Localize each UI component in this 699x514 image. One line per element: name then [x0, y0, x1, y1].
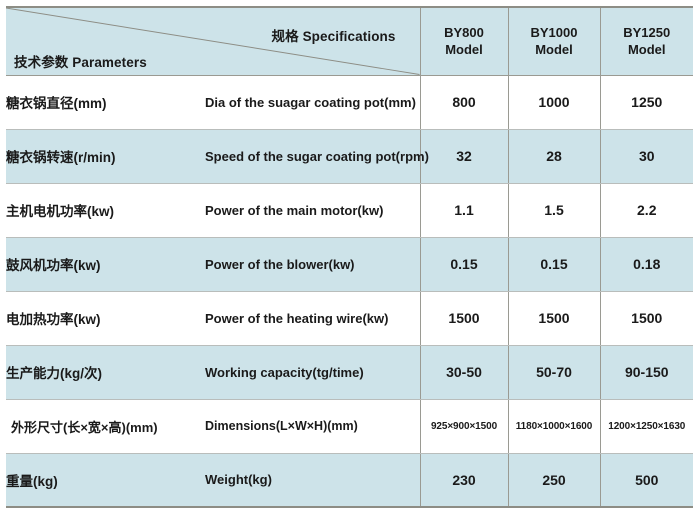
cell-by1250: 90-150 — [599, 345, 693, 400]
cell-by1000: 50-70 — [507, 345, 600, 400]
table-header-row: 规格 Specifications 技术参数 Parameters BY800 … — [6, 6, 693, 76]
cell-by800: 30-50 — [419, 345, 508, 400]
cell-by800: 1.1 — [419, 183, 508, 238]
table-row: 糖衣锅直径(mm) Dia of the suagar coating pot(… — [6, 75, 693, 130]
row-label-cn: 鼓风机功率(kw) — [6, 237, 205, 292]
model-suffix: Model — [535, 42, 573, 58]
row-label-en: Power of the main motor(kw) — [205, 183, 420, 238]
cell-by800: 925×900×1500 — [419, 399, 508, 454]
cell-by1000: 1.5 — [507, 183, 600, 238]
row-label-cn: 外形尺寸(长×宽×高)(mm) — [6, 399, 205, 454]
row-label-cn: 糖衣锅转速(r/min) — [6, 129, 205, 184]
row-label-cn: 主机电机功率(kw) — [6, 183, 205, 238]
model-name: BY800 — [444, 25, 484, 41]
table-row: 外形尺寸(长×宽×高)(mm) Dimensions(L×W×H)(mm) 92… — [6, 399, 693, 454]
model-name: BY1250 — [623, 25, 671, 41]
cell-by1250: 30 — [599, 129, 693, 184]
cell-by1000: 1180×1000×1600 — [507, 399, 600, 454]
row-label-en: Working capacity(tg/time) — [205, 345, 420, 400]
table-row: 电加热功率(kw) Power of the heating wire(kw) … — [6, 291, 693, 346]
cell-by1250: 1500 — [599, 291, 693, 346]
cell-by1250: 500 — [599, 453, 693, 508]
model-suffix: Model — [627, 42, 666, 58]
cell-by1000: 1500 — [507, 291, 600, 346]
row-label-en: Dia of the suagar coating pot(mm) — [205, 75, 420, 130]
cell-by800: 230 — [419, 453, 508, 508]
row-label-cn: 生产能力(kg/次) — [6, 345, 205, 400]
cell-by1250: 0.18 — [599, 237, 693, 292]
model-name: BY1000 — [530, 25, 578, 41]
cell-by1250: 1250 — [599, 75, 693, 130]
header-model-by800: BY800 Model — [419, 6, 508, 76]
header-parameters-label: 技术参数 Parameters — [14, 55, 147, 70]
header-split-cell: 规格 Specifications 技术参数 Parameters — [6, 6, 420, 76]
header-model-by1000: BY1000 Model — [507, 6, 600, 76]
row-label-cn: 电加热功率(kw) — [6, 291, 205, 346]
cell-by1000: 28 — [507, 129, 600, 184]
specifications-table: 规格 Specifications 技术参数 Parameters BY800 … — [6, 6, 693, 508]
row-label-cn: 糖衣锅直径(mm) — [6, 75, 205, 130]
cell-by1000: 250 — [507, 453, 600, 508]
cell-by800: 800 — [419, 75, 508, 130]
row-label-en: Weight(kg) — [205, 453, 420, 508]
table-row: 鼓风机功率(kw) Power of the blower(kw) 0.15 0… — [6, 237, 693, 292]
diagonal-divider-icon — [9, 9, 420, 74]
cell-by800: 0.15 — [419, 237, 508, 292]
row-label-en: Dimensions(L×W×H)(mm) — [205, 399, 420, 454]
cell-by1000: 0.15 — [507, 237, 600, 292]
table-row: 糖衣锅转速(r/min) Speed of the sugar coating … — [6, 129, 693, 184]
cell-by1250: 1200×1250×1630 — [599, 399, 693, 454]
table-row: 重量(kg) Weight(kg) 230 250 500 — [6, 453, 693, 508]
row-label-en: Power of the blower(kw) — [205, 237, 420, 292]
cell-by800: 1500 — [419, 291, 508, 346]
table-row: 主机电机功率(kw) Power of the main motor(kw) 1… — [6, 183, 693, 238]
header-model-by1250: BY1250 Model — [599, 6, 693, 76]
table-row: 生产能力(kg/次) Working capacity(tg/time) 30-… — [6, 345, 693, 400]
cell-by800: 32 — [419, 129, 508, 184]
cell-by1000: 1000 — [507, 75, 600, 130]
header-specifications-label: 规格 Specifications — [271, 29, 396, 44]
cell-by1250: 2.2 — [599, 183, 693, 238]
model-suffix: Model — [445, 42, 483, 58]
row-label-en: Speed of the sugar coating pot(rpm) — [205, 129, 429, 184]
row-label-cn: 重量(kg) — [6, 453, 205, 508]
row-label-en: Power of the heating wire(kw) — [205, 291, 420, 346]
